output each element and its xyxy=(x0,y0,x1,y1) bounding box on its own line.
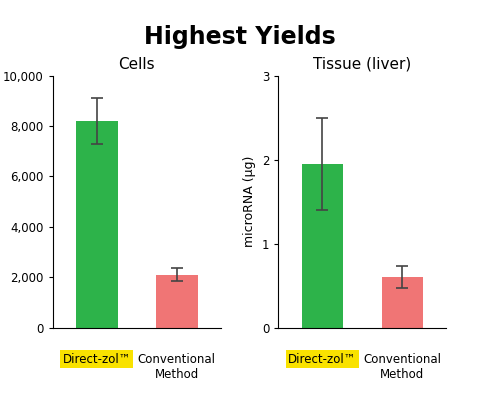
Bar xyxy=(382,277,423,328)
Text: Conventional
Method: Conventional Method xyxy=(138,353,216,381)
Text: Conventional
Method: Conventional Method xyxy=(363,353,442,381)
Title: Tissue (liver): Tissue (liver) xyxy=(313,57,411,72)
Y-axis label: microRNA (µg): microRNA (µg) xyxy=(243,156,256,247)
Text: Direct-zol™: Direct-zol™ xyxy=(288,353,357,366)
Text: Highest Yields: Highest Yields xyxy=(144,25,336,49)
Text: Direct-zol™: Direct-zol™ xyxy=(62,353,131,366)
Bar xyxy=(156,275,198,328)
Title: Cells: Cells xyxy=(119,57,155,72)
Bar xyxy=(301,164,343,328)
Bar xyxy=(76,121,118,328)
